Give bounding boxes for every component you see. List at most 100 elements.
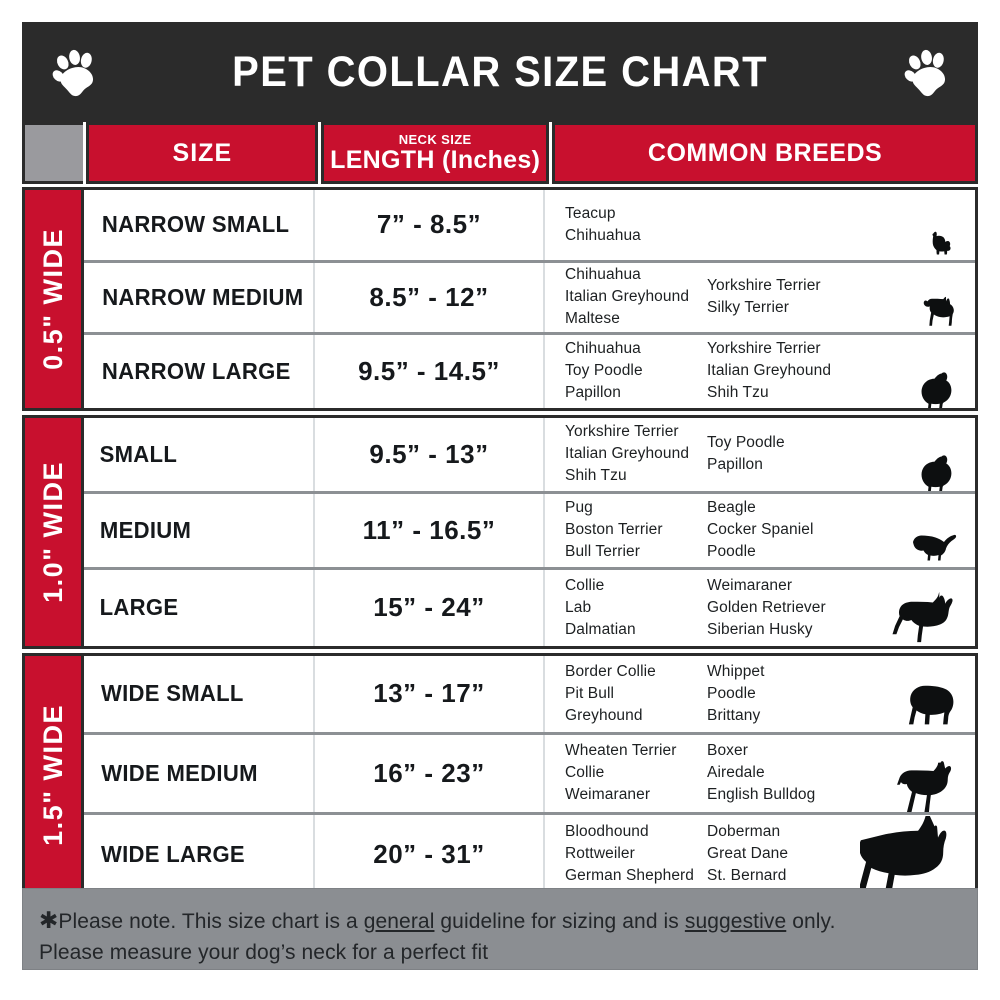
group-rows: WIDE SMALL 13” - 17” Border Collie Pit Bull… bbox=[84, 652, 978, 897]
breed-name: Golden Retriever bbox=[707, 598, 826, 616]
breed-column-2: Beagle Cocker Spaniel Poodle bbox=[707, 497, 857, 563]
breed-name: Pit Bull bbox=[565, 684, 615, 702]
breed-name: Italian Greyhound bbox=[565, 288, 690, 306]
column-header-breeds: COMMON BREEDS bbox=[552, 122, 979, 184]
column-header-size: SIZE bbox=[86, 122, 319, 184]
breed-name: Yorkshire Terrier bbox=[707, 340, 821, 358]
breed-column-2: Boxer Airedale English Bulldog bbox=[707, 740, 857, 806]
group-rows: SMALL 9.5” - 13” Yorkshire Terrier Italian … bbox=[84, 414, 978, 649]
cell-neck-length: 9.5” - 14.5” bbox=[315, 335, 545, 408]
breed-column-1: Pug Boston Terrier Bull Terrier bbox=[565, 497, 707, 563]
breed-column-1: Chihuahua Toy Poodle Papillon bbox=[565, 338, 707, 404]
footer-line-2: Please measure your dog’s neck for a per… bbox=[39, 941, 489, 965]
group-width-label: 1.0" WIDE bbox=[22, 414, 84, 649]
breed-name: Poodle bbox=[707, 543, 756, 560]
cell-neck-length: 20” - 31” bbox=[315, 814, 545, 894]
pomeranian-silhouette-icon bbox=[901, 443, 971, 491]
breed-column-2: Doberman Great Dane St. Bernard bbox=[707, 821, 857, 887]
cell-common-breeds: Teacup Chihuahua bbox=[545, 190, 975, 260]
breed-name: Yorkshire Terrier bbox=[565, 423, 679, 440]
breed-name: Maltese bbox=[565, 310, 620, 328]
footer-text-a: Please note. This size chart is a bbox=[58, 910, 364, 933]
footer-text-c: only. bbox=[786, 910, 836, 933]
table-row: SMALL 9.5” - 13” Yorkshire Terrier Italian … bbox=[84, 417, 975, 494]
cell-neck-length: 9.5” - 13” bbox=[315, 417, 545, 491]
size-name-text: NARROW MEDIUM bbox=[102, 283, 304, 310]
breed-name: Toy Poodle bbox=[707, 434, 785, 451]
cell-common-breeds: Chihuahua Italian Greyhound Maltese Yorkshi… bbox=[545, 263, 975, 333]
breed-name: Teacup bbox=[565, 204, 616, 222]
breed-name: Yorkshire Terrier bbox=[707, 277, 821, 295]
breed-name: Border Collie bbox=[565, 662, 656, 680]
cell-size-name: WIDE LARGE bbox=[84, 814, 315, 894]
breed-name: Lab bbox=[565, 598, 592, 616]
cell-neck-length: 8.5” - 12” bbox=[315, 262, 545, 332]
cell-neck-length: 15” - 24” bbox=[315, 569, 545, 646]
breed-name: Rottweiler bbox=[565, 845, 635, 863]
column-header-length-sub: NECK SIZE bbox=[398, 132, 472, 148]
header-corner-cell bbox=[22, 122, 84, 184]
cell-common-breeds: Chihuahua Toy Poodle Papillon Yorkshire Ter… bbox=[545, 335, 975, 408]
breed-column-1: Teacup Chihuahua bbox=[565, 203, 707, 247]
table-row: NARROW SMALL 7” - 8.5” Teacup Chihuahua bbox=[84, 190, 975, 263]
breed-name: Great Dane bbox=[707, 845, 789, 863]
table-row: MEDIUM 11” - 16.5” Pug Boston Terrier Bull T… bbox=[84, 493, 975, 570]
cell-common-breeds: Bloodhound Rottweiler German Shepherd Dober… bbox=[545, 815, 975, 894]
size-name-text: WIDE MEDIUM bbox=[101, 759, 258, 786]
breed-name: Weimaraner bbox=[565, 786, 651, 804]
breed-name: Beagle bbox=[707, 499, 756, 516]
cell-neck-length: 13” - 17” bbox=[315, 655, 545, 732]
breed-column-2: Yorkshire Terrier Italian Greyhound Shih T… bbox=[707, 338, 857, 404]
footer-note: ✱Please note. This size chart is a gener… bbox=[22, 888, 978, 970]
cell-common-breeds: Wheaten Terrier Collie Weimaraner Boxer Aire… bbox=[545, 735, 975, 812]
breed-column-1: Wheaten Terrier Collie Weimaraner bbox=[565, 740, 707, 806]
size-name-text: LARGE bbox=[99, 594, 179, 620]
breed-name: German Shepherd bbox=[565, 867, 695, 885]
size-group-3: 1.5" WIDE WIDE SMALL 13” - 17” Border Colli… bbox=[22, 652, 978, 897]
breed-name: Collie bbox=[565, 764, 605, 782]
table-row: LARGE 15” - 24” Collie Lab Dalmatian Weimaran… bbox=[84, 569, 975, 646]
breed-column-1: Chihuahua Italian Greyhound Maltese bbox=[565, 264, 707, 330]
size-group-1: 0.5" WIDE NARROW SMALL 7” - 8.5” Teacup Chi… bbox=[22, 187, 978, 411]
footer-text-b: guideline for sizing and is bbox=[434, 910, 685, 933]
breed-name: Shih Tzu bbox=[707, 384, 769, 402]
breed-name: Bull Terrier bbox=[565, 543, 640, 560]
pet-collar-size-chart: PET COLLAR SIZE CHART SIZE NECK SIZE LEN… bbox=[22, 22, 979, 970]
breed-column-1: Bloodhound Rottweiler German Shepherd bbox=[565, 821, 707, 887]
breed-name: Wheaten Terrier bbox=[565, 742, 677, 760]
breed-name: St. Bernard bbox=[707, 867, 787, 885]
group-width-label-text: 1.5" WIDE bbox=[37, 703, 68, 846]
breed-name: Siberian Husky bbox=[707, 620, 813, 638]
breed-name: Dalmatian bbox=[565, 620, 636, 638]
cell-size-name: SMALL bbox=[84, 417, 315, 491]
footer-underline-suggestive: suggestive bbox=[684, 910, 787, 933]
group-width-label-text: 0.5" WIDE bbox=[37, 227, 68, 370]
breed-name: Chihuahua bbox=[565, 226, 641, 244]
breed-name: Collie bbox=[565, 576, 605, 594]
breed-column-1: Collie Lab Dalmatian bbox=[565, 575, 707, 641]
cell-common-breeds: Pug Boston Terrier Bull Terrier Beagle Cocke… bbox=[545, 494, 975, 567]
breed-name: Chihuahua bbox=[565, 266, 641, 284]
breed-name: Toy Poodle bbox=[565, 362, 643, 380]
paw-print-icon bbox=[46, 44, 102, 100]
group-width-label-text: 1.0" WIDE bbox=[37, 460, 68, 603]
size-name-text: NARROW LARGE bbox=[101, 357, 291, 384]
breed-name: Boston Terrier bbox=[565, 521, 663, 538]
breed-column-1: Yorkshire Terrier Italian Greyhound Shih T… bbox=[565, 421, 707, 487]
cell-size-name: MEDIUM bbox=[84, 493, 315, 567]
breed-column-2: Weimaraner Golden Retriever Siberian Husky bbox=[707, 575, 857, 641]
breed-column-2: Toy Poodle Papillon bbox=[707, 432, 857, 476]
size-name-text: WIDE LARGE bbox=[100, 840, 245, 867]
bulldog-silhouette-icon bbox=[881, 680, 971, 732]
breed-name: Greyhound bbox=[565, 706, 643, 724]
breed-name: Whippet bbox=[707, 662, 765, 680]
doberman-silhouette-icon bbox=[853, 816, 971, 894]
asterisk-icon: ✱ bbox=[39, 907, 59, 933]
footer-underline-general: general bbox=[363, 910, 435, 933]
breed-column-1: Border Collie Pit Bull Greyhound bbox=[565, 661, 707, 727]
size-name-text: MEDIUM bbox=[99, 516, 192, 543]
breed-name: Weimaraner bbox=[707, 576, 793, 594]
table-row: NARROW MEDIUM 8.5” - 12” Chihuahua Italian … bbox=[84, 262, 975, 335]
shepherd-silhouette-icon bbox=[879, 590, 971, 646]
group-width-label: 0.5" WIDE bbox=[22, 187, 84, 411]
